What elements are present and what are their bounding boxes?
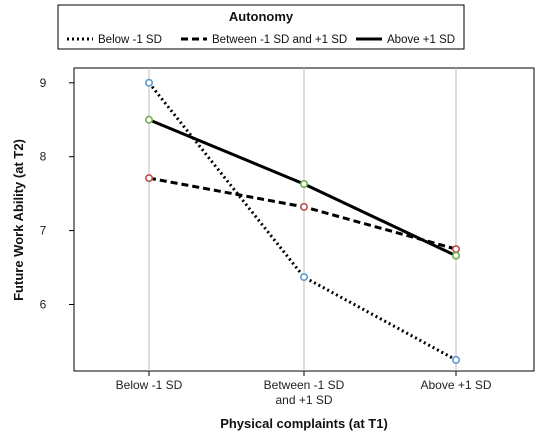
data-point	[145, 174, 154, 183]
y-tick-label: 9	[40, 76, 47, 90]
data-point	[299, 273, 308, 282]
y-tick-label: 7	[40, 224, 47, 238]
x-tick-label: Above +1 SD	[420, 378, 491, 392]
legend-box	[57, 4, 465, 50]
y-axis-title: Future Work Ability (at T2)	[11, 139, 26, 301]
data-point	[145, 115, 154, 124]
x-tick-label: Between -1 SD and +1 SD	[264, 378, 345, 407]
legend-label: Below -1 SD	[98, 34, 162, 46]
legend-title: Autonomy	[229, 9, 294, 24]
data-point	[451, 251, 460, 260]
x-axis-title: Physical complaints (at T1)	[220, 416, 388, 431]
legend-label: Above +1 SD	[387, 34, 455, 46]
y-tick-label: 6	[40, 297, 47, 311]
data-point	[299, 202, 308, 211]
data-point	[451, 355, 460, 364]
legend: Autonomy Below -1 SD Between -1 SD and +1…	[57, 4, 465, 50]
y-tick-label: 8	[40, 150, 47, 164]
data-point	[299, 180, 308, 189]
x-tick-label: Below -1 SD	[116, 378, 183, 392]
legend-label: Between -1 SD and +1 SD	[212, 34, 347, 46]
data-point	[451, 245, 460, 254]
data-point	[145, 78, 154, 87]
